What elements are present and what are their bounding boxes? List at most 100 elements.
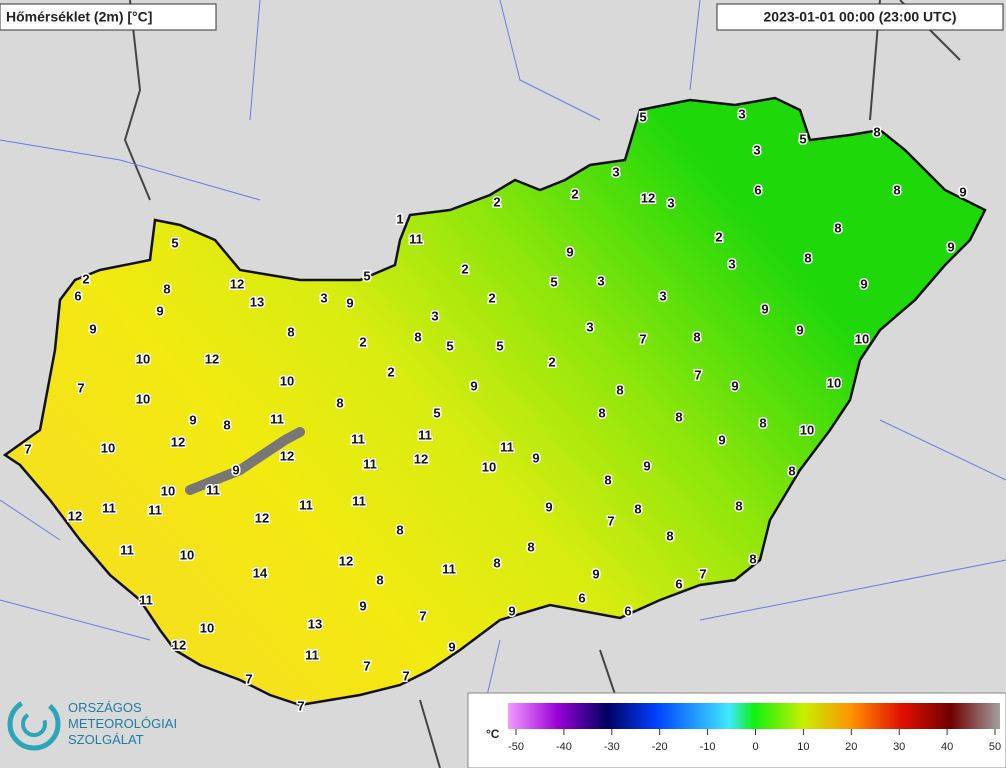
station-temperature: 8	[666, 528, 673, 543]
station-temperature: 7	[402, 668, 409, 683]
station-temperature: 12	[339, 553, 353, 568]
color-bar	[508, 703, 1000, 729]
station-temperature: 8	[804, 250, 811, 265]
station-temperature: 10	[280, 373, 294, 388]
station-temperature: 2	[493, 194, 500, 209]
legend-unit: °C	[486, 727, 500, 741]
station-temperature: 10	[827, 375, 841, 390]
station-temperature: 9	[643, 458, 650, 473]
legend-tick-label: -10	[700, 741, 716, 753]
legend-tick-label: 30	[893, 741, 905, 753]
station-temperature: 2	[461, 261, 468, 276]
station-temperature: 12	[230, 276, 244, 291]
station-temperature: 9	[761, 301, 768, 316]
logo-text: SZOLGÁLAT	[68, 732, 144, 747]
station-temperature: 6	[578, 590, 585, 605]
station-temperature: 8	[598, 405, 605, 420]
legend-tick-label: 20	[845, 741, 857, 753]
station-temperature: 7	[297, 698, 304, 713]
station-temperature: 9	[189, 412, 196, 427]
station-temperature: 2	[715, 229, 722, 244]
station-temperature: 2	[82, 271, 89, 286]
station-temperature: 2	[359, 334, 366, 349]
station-temperature: 10	[180, 547, 194, 562]
station-temperature: 10	[482, 459, 496, 474]
station-temperature: 12	[255, 510, 269, 525]
station-temperature: 3	[320, 290, 327, 305]
station-temperature: 8	[675, 409, 682, 424]
station-temperature: 5	[496, 338, 503, 353]
logo-text: ORSZÁGOS	[68, 700, 142, 715]
station-temperature: 3	[612, 164, 619, 179]
station-temperature: 2	[548, 354, 555, 369]
station-temperature: 8	[693, 329, 700, 344]
station-temperature: 8	[336, 395, 343, 410]
station-temperature: 5	[446, 338, 453, 353]
station-temperature: 13	[308, 616, 322, 631]
legend-ticks: -50 -40 -30 -20 -10 0 10 20 30 40 50	[508, 729, 1001, 753]
station-temperature: 11	[305, 647, 319, 662]
logo-icon	[7, 697, 61, 751]
legend-tick-label: -30	[604, 741, 620, 753]
station-temperature: 7	[77, 380, 84, 395]
station-temperature: 9	[470, 378, 477, 393]
station-temperature: 5	[363, 268, 370, 283]
station-temperature: 10	[136, 391, 150, 406]
station-temperature: 11	[102, 500, 116, 515]
station-temperature: 11	[500, 439, 514, 454]
station-temperature: 9	[532, 450, 539, 465]
station-temperature: 11	[409, 231, 423, 246]
station-temperature: 8	[759, 415, 766, 430]
station-temperature: 11	[442, 561, 456, 576]
station-temperature: 8	[604, 472, 611, 487]
station-temperature: 8	[163, 281, 170, 296]
legend-tick-label: -50	[508, 741, 524, 753]
country-area	[2, 96, 987, 707]
title: Hőmérséklet (2m) [°C]	[6, 9, 152, 25]
station-temperature: 10	[200, 620, 214, 635]
station-temperature: 7	[699, 566, 706, 581]
station-temperature: 12	[172, 637, 186, 652]
station-temperature: 9	[545, 499, 552, 514]
station-temperature: 9	[89, 321, 96, 336]
station-temperature: 5	[550, 274, 557, 289]
station-temperature: 9	[346, 295, 353, 310]
station-temperature: 1	[396, 211, 403, 226]
logo-text: METEOROLÓGIAI	[68, 716, 177, 731]
station-temperature: 6	[74, 288, 81, 303]
station-temperature: 6	[754, 182, 761, 197]
station-temperature: 9	[508, 603, 515, 618]
station-temperature: 8	[616, 382, 623, 397]
station-temperature: 9	[566, 244, 573, 259]
station-temperature: 3	[728, 256, 735, 271]
station-temperature: 9	[448, 639, 455, 654]
station-temperature: 10	[855, 331, 869, 346]
station-temperature: 7	[639, 331, 646, 346]
logo-icon	[21, 711, 47, 737]
station-temperature: 8	[414, 329, 421, 344]
station-temperature: 11	[299, 497, 313, 512]
station-temperature: 11	[352, 493, 366, 508]
station-temperature: 8	[788, 463, 795, 478]
station-temperature: 7	[607, 513, 614, 528]
station-temperature: 6	[624, 603, 631, 618]
station-temperature: 7	[419, 608, 426, 623]
station-temperature: 3	[667, 195, 674, 210]
station-temperature: 2	[488, 290, 495, 305]
station-temperature: 9	[860, 276, 867, 291]
station-temperature: 2	[387, 364, 394, 379]
station-temperature: 9	[731, 378, 738, 393]
timestamp-box	[716, 3, 1004, 31]
station-temperature: 11	[139, 592, 153, 607]
station-temperature: 13	[250, 294, 264, 309]
station-temperature: 2	[571, 186, 578, 201]
legend-tick-label: -40	[556, 741, 572, 753]
legend-tick-label: 40	[941, 741, 953, 753]
station-temperature: 8	[396, 522, 403, 537]
station-temperature: 9	[947, 239, 954, 254]
station-temperature: 7	[24, 441, 31, 456]
title-box	[0, 3, 217, 31]
station-temperature: 10	[101, 440, 115, 455]
